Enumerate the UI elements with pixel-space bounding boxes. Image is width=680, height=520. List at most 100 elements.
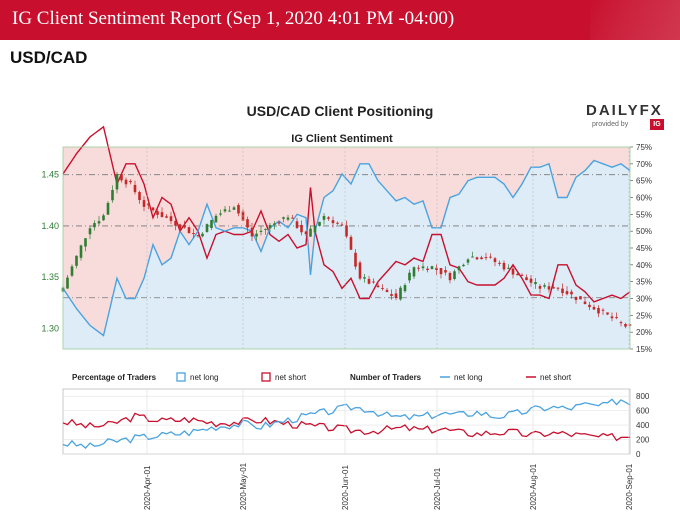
candle-body [579, 296, 582, 300]
candle-body [259, 230, 263, 232]
count-net-short-line [62, 412, 631, 442]
legend-long-box [176, 372, 186, 382]
candle-body [102, 215, 105, 221]
candle-body [547, 286, 551, 290]
candle-body [277, 222, 281, 224]
candle-body [147, 203, 150, 206]
legend-count-title: Number of Traders [350, 373, 422, 382]
sub-tick-label: 400 [636, 421, 650, 430]
chart-legend: Percentage of Traders net long net short… [72, 372, 572, 382]
candle-body [331, 220, 335, 224]
candle-body [255, 233, 258, 237]
candle-body [507, 267, 510, 269]
candle-body [210, 220, 213, 229]
candle-body [502, 262, 506, 270]
candle-body [183, 225, 186, 228]
candle-body [439, 267, 443, 275]
candle-body [583, 301, 587, 305]
candle-body [403, 285, 407, 292]
candle-body [201, 233, 204, 237]
count-net-long-line [62, 398, 631, 450]
right-tick-label: 35% [636, 278, 652, 287]
candle-body [435, 267, 438, 270]
candle-body [448, 272, 452, 281]
right-tick-label: 60% [636, 194, 652, 203]
candle-body [358, 262, 362, 279]
legend-short-box [261, 372, 271, 382]
report-title: IG Client Sentiment Report (Sep 1, 2020 … [12, 8, 455, 29]
x-tick-label: 2020-Sep-01 [625, 463, 634, 510]
candle-body [556, 287, 560, 289]
candle-body [381, 287, 384, 289]
candle-body [543, 285, 546, 287]
right-tick-label: 40% [636, 261, 652, 270]
right-tick-label: 50% [636, 227, 652, 236]
candle-body [295, 221, 299, 228]
right-tick-label: 65% [636, 177, 652, 186]
chart-title: USD/CAD Client Positioning [247, 103, 434, 119]
candle-body [115, 174, 119, 190]
candle-body [408, 272, 411, 281]
candle-body [70, 266, 74, 276]
candle-body [250, 227, 254, 237]
right-tick-label: 20% [636, 328, 652, 337]
candle-body [228, 210, 231, 212]
net-short-area [63, 147, 630, 336]
candle-body [538, 286, 542, 289]
main-plot-frame [62, 146, 631, 350]
date-axis: 2020-Apr-01 2020-May-01 2020-Jun-01 2020-Ju… [143, 147, 634, 510]
candle-body [160, 212, 164, 218]
candle-body [493, 258, 497, 263]
candle-body [597, 308, 600, 314]
left-tick-label: 1.35 [41, 272, 59, 282]
right-tick-label: 75% [636, 143, 652, 152]
sub-grid [63, 395, 630, 455]
legend-short-label: net short [275, 373, 307, 382]
legend-pct-title: Percentage of Traders [72, 373, 157, 382]
candle-body [174, 220, 177, 226]
x-tick-label: 2020-May-01 [239, 462, 248, 510]
candle-body [592, 306, 596, 310]
legend-long-label: net long [190, 373, 218, 382]
candle-body [214, 215, 218, 223]
x-tick-label: 2020-Jul-01 [433, 467, 442, 510]
candle-body [417, 267, 420, 269]
candle-body [349, 236, 353, 250]
candle-body [264, 228, 267, 230]
candle-body [462, 264, 465, 267]
candle-body [205, 224, 209, 232]
candle-body [484, 257, 488, 259]
main-plot-area: 1.45 1.40 1.35 1.30 75% 70% 65% 60% 55% 50% 45% 40… [41, 125, 652, 354]
candle-body [313, 226, 317, 233]
candle-body [133, 184, 137, 193]
candle-body [520, 274, 524, 276]
candle-body [390, 294, 393, 296]
candle-body [430, 266, 434, 270]
candle-body [399, 287, 402, 300]
candle-body [322, 215, 326, 220]
candle-body [327, 217, 330, 219]
reference-lines [63, 174, 630, 299]
logo-ig-badge: IG [650, 119, 664, 130]
left-tick-label: 1.30 [41, 323, 59, 333]
pct-net-short-line [62, 125, 631, 303]
candle-body [363, 277, 366, 279]
traders-count-plot: 800 600 400 200 0 [62, 388, 650, 459]
dailyfx-logo: DAILYFX provided by IG [586, 102, 668, 132]
candle-body [367, 278, 371, 284]
candle-body [169, 216, 173, 222]
candle-body [340, 224, 344, 226]
right-tick-label: 25% [636, 311, 652, 320]
logo-brand: DAILYFX [586, 102, 663, 119]
candle-body [223, 209, 227, 212]
chart-subtitle: IG Client Sentiment [291, 133, 393, 145]
candle-body [129, 180, 132, 183]
candle-body [151, 207, 155, 211]
candle-body [529, 278, 533, 283]
candle-body [354, 252, 357, 267]
candle-body [66, 277, 69, 289]
candle-body [516, 273, 519, 276]
candle-body [156, 211, 159, 215]
candle-body [606, 312, 609, 315]
